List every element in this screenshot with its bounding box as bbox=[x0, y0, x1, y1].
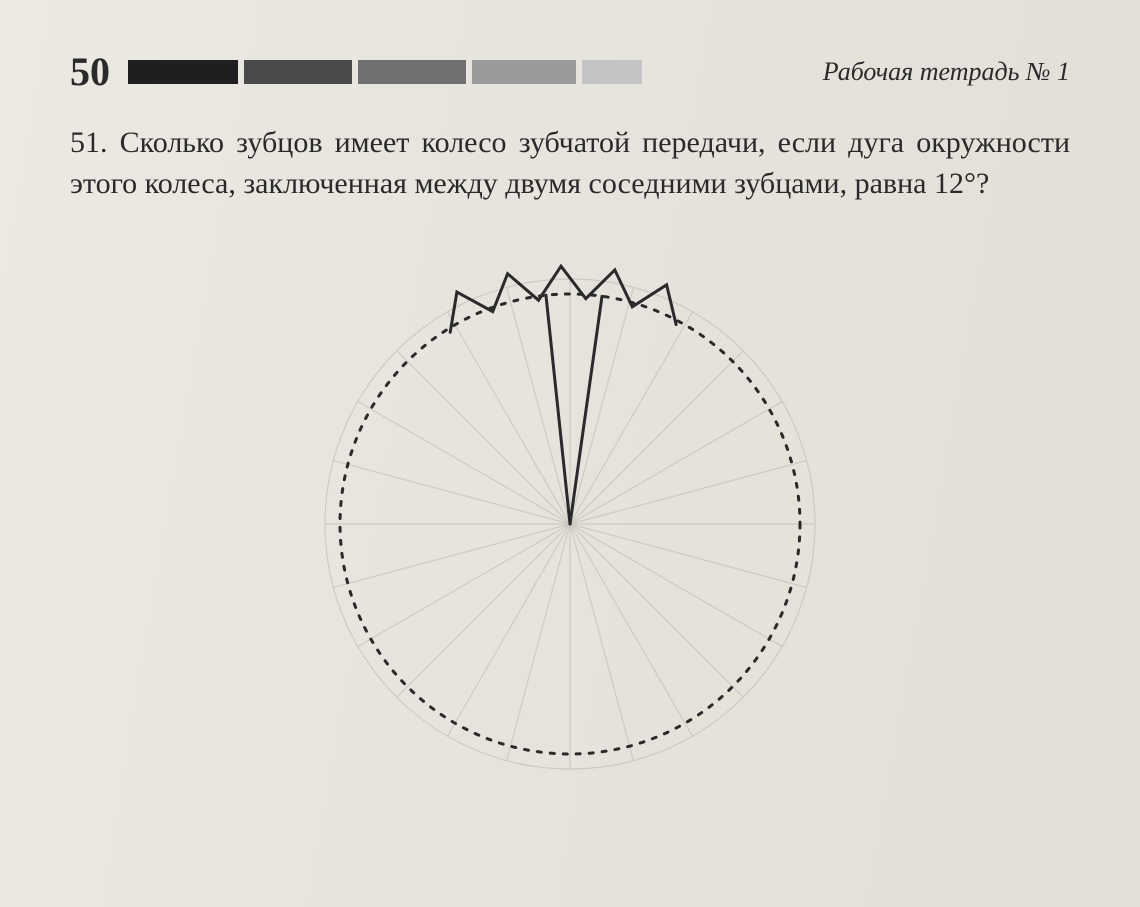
difficulty-bar-segment bbox=[582, 60, 642, 84]
difficulty-bar-segment bbox=[128, 60, 238, 84]
header-row: 50 Рабочая тетрадь № 1 bbox=[70, 48, 1070, 95]
problem-text: 51. Сколько зубцов имеет колесо зубчатой… bbox=[70, 123, 1070, 204]
figure-container bbox=[70, 224, 1070, 784]
page-number: 50 bbox=[70, 48, 110, 95]
difficulty-bar-segment bbox=[244, 60, 352, 84]
radius-right bbox=[570, 296, 602, 524]
problem-body: Сколько зубцов имеет колесо зубчатой пер… bbox=[70, 126, 1070, 200]
gear-teeth bbox=[450, 266, 676, 332]
difficulty-bar bbox=[128, 60, 642, 84]
gear-diagram bbox=[290, 224, 850, 784]
difficulty-bar-segment bbox=[358, 60, 466, 84]
problem-number: 51. bbox=[70, 126, 108, 159]
page: 50 Рабочая тетрадь № 1 51. Сколько зубцо… bbox=[0, 0, 1140, 907]
difficulty-bar-segment bbox=[472, 60, 576, 84]
workbook-label: Рабочая тетрадь № 1 bbox=[823, 57, 1070, 87]
